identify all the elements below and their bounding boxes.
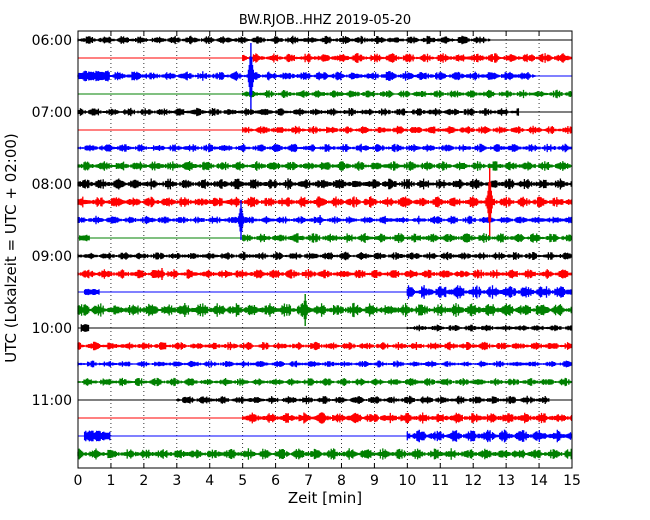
trace-0900 xyxy=(77,251,572,261)
trace-1015 xyxy=(77,341,572,351)
trace-signal xyxy=(77,251,572,261)
x-tick-label: 15 xyxy=(563,473,581,489)
trace-signal xyxy=(77,70,536,82)
trace-signal xyxy=(77,377,572,387)
x-tick-label: 11 xyxy=(431,473,449,489)
y-tick-label: 09:00 xyxy=(32,249,72,265)
trace-signal xyxy=(77,341,572,351)
trace-signal xyxy=(83,285,573,299)
trace-0930 xyxy=(78,285,573,299)
trace-signal xyxy=(242,125,573,135)
x-tick-label: 0 xyxy=(74,473,83,489)
x-tick-label: 6 xyxy=(271,473,280,489)
trace-signal xyxy=(77,143,572,153)
trace-1115 xyxy=(78,412,573,424)
y-tick-label: 06:00 xyxy=(32,33,72,49)
trace-signal xyxy=(77,269,572,279)
trace-signal xyxy=(83,429,573,443)
y-axis-label: UTC (Lokalzeit = UTC + 02:00) xyxy=(2,133,20,363)
y-tick-label: 08:00 xyxy=(32,177,72,193)
trace-signal xyxy=(77,161,572,171)
trace-signal xyxy=(80,324,573,332)
trace-0745 xyxy=(77,161,572,171)
trace-0700 xyxy=(77,107,572,117)
trace-1145 xyxy=(77,448,572,460)
trace-group xyxy=(77,35,573,460)
x-tick-label: 14 xyxy=(530,473,548,489)
x-tick-label: 7 xyxy=(304,473,313,489)
trace-0815 xyxy=(77,196,572,208)
plot-frame xyxy=(77,30,573,469)
trace-signal xyxy=(77,35,491,45)
x-tick-label: 4 xyxy=(205,473,214,489)
trace-signal xyxy=(78,233,573,243)
trace-signal xyxy=(77,360,572,368)
trace-signal xyxy=(77,215,572,225)
x-tick-label: 12 xyxy=(464,473,482,489)
trace-1000 xyxy=(78,324,573,332)
x-axis-label: Zeit [min] xyxy=(288,489,362,507)
y-tick-label: 11:00 xyxy=(32,393,72,409)
event-spike xyxy=(486,168,493,236)
x-tick-label: 10 xyxy=(398,473,416,489)
trace-0715 xyxy=(78,125,573,135)
trace-0800 xyxy=(77,178,572,190)
x-tick-label: 3 xyxy=(172,473,181,489)
trace-signal xyxy=(176,395,550,405)
tick-group: 0 1 2 3 4 5 6 7 8 9 10 11 12 13 14 1506:0007:0008:0009:… xyxy=(32,31,581,489)
x-tick-label: 13 xyxy=(497,473,515,489)
event-spike xyxy=(237,200,245,240)
x-tick-label: 2 xyxy=(139,473,148,489)
trace-0730 xyxy=(77,143,572,153)
x-tick-label: 9 xyxy=(370,473,379,489)
trace-0845 xyxy=(78,233,573,243)
trace-0945 xyxy=(77,302,572,318)
trace-signal xyxy=(242,53,573,63)
event-spike xyxy=(247,43,254,109)
trace-1130 xyxy=(78,429,573,443)
trace-signal xyxy=(77,448,572,460)
grid-lines xyxy=(110,31,540,468)
chart-title: BW.RJOB..HHZ 2019-05-20 xyxy=(239,13,411,28)
event-spike xyxy=(317,215,324,225)
trace-0600 xyxy=(77,35,572,45)
trace-0645 xyxy=(78,89,573,99)
trace-1100 xyxy=(78,395,572,405)
trace-signal xyxy=(77,178,572,190)
event-spike xyxy=(158,268,166,280)
trace-signal xyxy=(242,412,573,424)
event-spike xyxy=(302,294,309,326)
y-tick-label: 10:00 xyxy=(32,321,72,337)
trace-0615 xyxy=(78,53,573,63)
trace-0630 xyxy=(77,70,572,82)
trace-0915 xyxy=(77,269,572,279)
x-tick-label: 8 xyxy=(337,473,346,489)
trace-1045 xyxy=(77,377,572,387)
trace-signal xyxy=(77,107,520,117)
trace-signal xyxy=(242,89,573,99)
x-tick-label: 1 xyxy=(106,473,115,489)
x-tick-label: 5 xyxy=(238,473,247,489)
y-tick-label: 07:00 xyxy=(32,105,72,121)
trace-signal xyxy=(77,302,572,318)
trace-0830 xyxy=(77,215,572,225)
trace-signal xyxy=(77,196,572,208)
trace-1030 xyxy=(77,360,572,368)
